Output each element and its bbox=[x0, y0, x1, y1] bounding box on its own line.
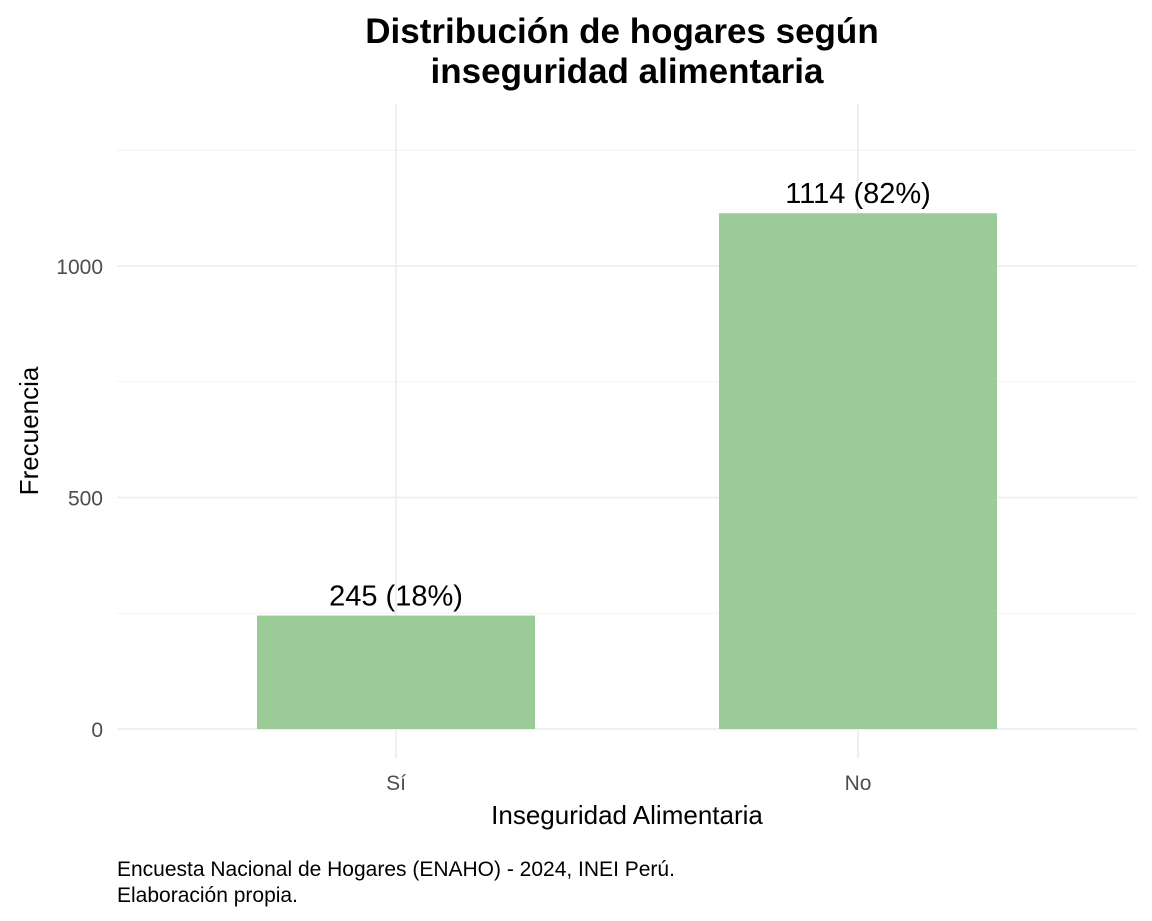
caption-line-1: Encuesta Nacional de Hogares (ENAHO) - 2… bbox=[117, 858, 675, 881]
bar-data-label: 1114 (82%) bbox=[785, 178, 931, 210]
chart-title-line-1: Distribución de hogares según bbox=[365, 12, 878, 51]
y-axis-label: Frecuencia bbox=[14, 366, 44, 495]
chart-title-line-2: inseguridad alimentaria bbox=[431, 52, 824, 91]
y-tick-label: 500 bbox=[68, 488, 103, 511]
bar-data-label: 245 (18%) bbox=[329, 581, 463, 613]
x-axis-ticks: Sí No bbox=[386, 772, 871, 795]
bar-labels: 245 (18%) 1114 (82%) bbox=[329, 178, 931, 612]
bar bbox=[719, 213, 997, 729]
x-tick-label: Sí bbox=[386, 772, 406, 795]
y-axis-ticks: 0 500 1000 bbox=[56, 256, 103, 742]
x-axis-label: Inseguridad Alimentaria bbox=[491, 800, 763, 830]
bars bbox=[257, 213, 997, 729]
y-tick-label: 0 bbox=[91, 719, 103, 742]
y-tick-label: 1000 bbox=[56, 256, 103, 279]
bar bbox=[257, 615, 535, 729]
caption-line-2: Elaboración propia. bbox=[117, 884, 298, 907]
x-tick-label: No bbox=[845, 772, 872, 795]
